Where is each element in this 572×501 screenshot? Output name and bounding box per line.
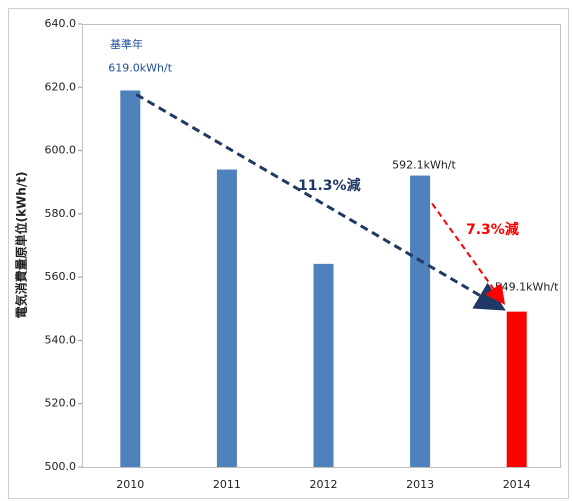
y-tick-label: 580.0 <box>45 207 77 220</box>
y-axis-label: 電気消費量原単位(kWh/t) <box>14 172 29 319</box>
x-tick-label: 2014 <box>503 478 531 491</box>
x-tick-label: 2012 <box>310 478 338 491</box>
x-tick-label: 2010 <box>116 478 144 491</box>
trend-arrow <box>135 93 506 311</box>
annotation: 基準年 <box>110 37 143 51</box>
y-tick-label: 520.0 <box>45 397 77 410</box>
trend-arrow <box>431 202 506 305</box>
chart-frame <box>8 8 569 499</box>
data-label: 592.1kWh/t <box>392 159 456 172</box>
y-tick-label: 620.0 <box>45 80 77 93</box>
x-tick-label: 2013 <box>406 478 434 491</box>
data-label: 549.1kWh/t <box>495 281 559 294</box>
x-tick-label: 2011 <box>213 478 241 491</box>
y-tick-label: 540.0 <box>45 333 77 346</box>
y-tick-label: 640.0 <box>45 17 77 30</box>
y-tick-label: 600.0 <box>45 144 77 157</box>
y-tick-label: 560.0 <box>45 270 77 283</box>
bar <box>216 169 237 468</box>
bar <box>506 311 527 467</box>
data-label: 619.0kWh/t <box>108 61 172 74</box>
bar <box>410 175 431 468</box>
annotation: 11.3%減 <box>298 177 361 194</box>
annotation: 7.3%減 <box>466 221 519 238</box>
plot-frame <box>82 24 561 468</box>
bar <box>313 263 334 467</box>
bar <box>120 90 141 467</box>
y-tick-label: 500.0 <box>45 460 77 473</box>
